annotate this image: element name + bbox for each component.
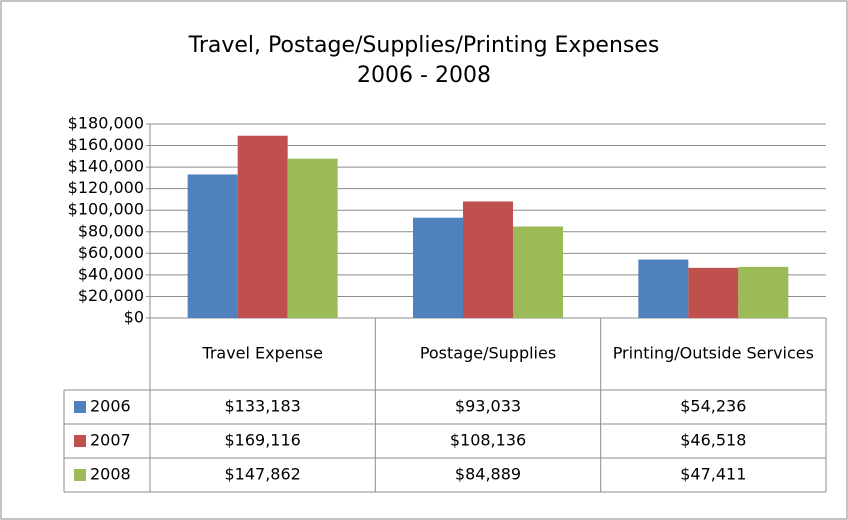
table-value: $84,889 [455,465,521,484]
table-value: $54,236 [680,397,746,416]
x-tick-label: Postage/Supplies [420,344,556,363]
table-value: $93,033 [455,397,521,416]
x-tick-label: Printing/Outside Services [613,344,814,363]
legend-label: 2008 [90,465,131,484]
bar [638,259,689,318]
bar [688,267,739,318]
legend-label: 2006 [90,397,131,416]
table-value: $47,411 [680,465,746,484]
table-value: $133,183 [224,397,300,416]
legend-key [74,401,86,413]
x-tick-label: Travel Expense [201,344,323,363]
y-tick-label: $180,000 [68,114,144,133]
y-tick-label: $60,000 [78,243,144,262]
legend-key [74,435,86,447]
y-tick-label: $160,000 [68,135,144,154]
legend-key [74,469,86,481]
bar [463,201,513,318]
y-tick-label: $80,000 [78,221,144,240]
bar [287,158,338,318]
table-value: $108,136 [450,431,526,450]
bar [237,135,288,318]
table-value: $46,518 [680,431,746,450]
bar [413,217,463,318]
chart-subtitle: 2006 - 2008 [357,63,491,88]
y-tick-label: $100,000 [68,200,144,219]
y-tick-label: $120,000 [68,178,144,197]
y-tick-label: $140,000 [68,157,144,176]
bar [187,174,238,318]
y-tick-label: $0 [124,308,144,327]
chart-title: Travel, Postage/Supplies/Printing Expens… [188,33,660,58]
bar [513,226,563,318]
table-value: $169,116 [224,431,300,450]
legend-label: 2007 [90,431,131,450]
table-value: $147,862 [224,465,300,484]
y-tick-label: $20,000 [78,286,144,305]
y-tick-label: $40,000 [78,264,144,283]
bar [738,266,789,318]
